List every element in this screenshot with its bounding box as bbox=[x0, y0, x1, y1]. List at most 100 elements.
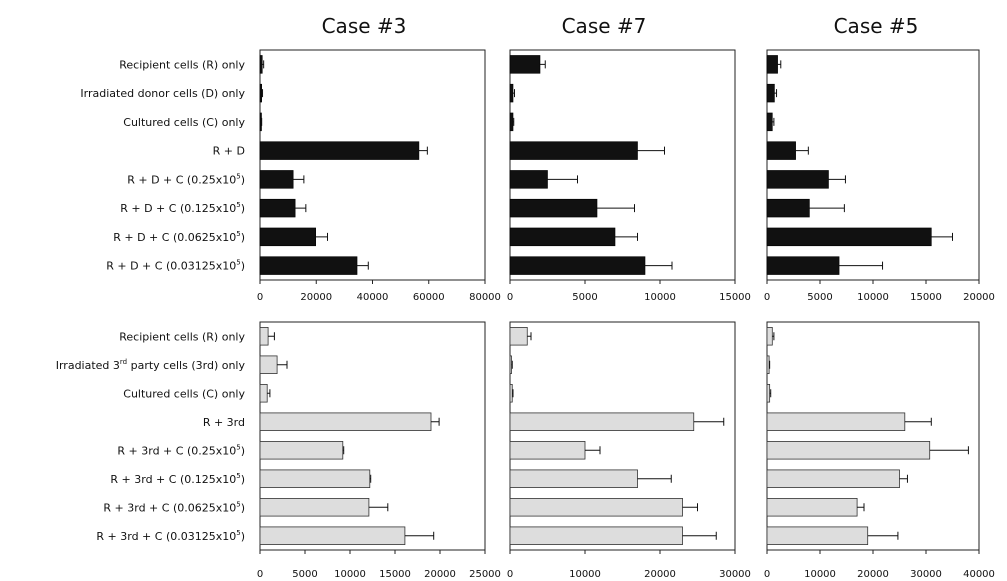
bar-1 bbox=[259, 327, 269, 346]
bar-2 bbox=[259, 355, 278, 374]
category-label-bottom-6: R + 3rd + C (0.125x105) bbox=[110, 472, 245, 486]
bar-8 bbox=[766, 526, 869, 545]
bar-2 bbox=[509, 355, 512, 374]
category-label-bottom-5: R + 3rd + C (0.25x105) bbox=[117, 443, 245, 457]
chart-panel-bottom-2: 0 10000 20000 30000 bbox=[507, 321, 751, 580]
bar-5 bbox=[509, 441, 586, 460]
category-label-bottom-3: Cultured cells (C) only bbox=[123, 387, 245, 400]
bar-5 bbox=[259, 170, 294, 189]
category-label-top-2: Irradiated donor cells (D) only bbox=[80, 87, 245, 100]
bar-4 bbox=[509, 412, 695, 431]
bar-6 bbox=[259, 469, 371, 488]
x-tick-label: 40000 bbox=[357, 292, 389, 303]
bar-8 bbox=[259, 256, 358, 275]
x-tick-label: 5000 bbox=[292, 569, 317, 580]
bar-7 bbox=[509, 498, 683, 517]
bar-2 bbox=[509, 83, 514, 103]
category-label-top-1: Recipient cells (R) only bbox=[119, 58, 245, 71]
x-tick-label: 15000 bbox=[719, 292, 751, 303]
bar-5 bbox=[509, 170, 548, 189]
bar-5 bbox=[259, 441, 344, 460]
x-tick-label: 10000 bbox=[804, 569, 836, 580]
category-label-top-6: R + D + C (0.125x105) bbox=[120, 201, 245, 215]
bar-1 bbox=[509, 55, 541, 74]
bar-7 bbox=[509, 227, 616, 247]
bar-7 bbox=[259, 498, 370, 517]
x-tick-label: 0 bbox=[764, 569, 770, 580]
bar-8 bbox=[259, 526, 406, 545]
x-tick-label: 15000 bbox=[910, 292, 942, 303]
bar-3 bbox=[766, 112, 773, 132]
x-tick-label: 0 bbox=[257, 569, 263, 580]
bar-1 bbox=[766, 327, 773, 346]
bar-7 bbox=[766, 498, 858, 517]
x-tick-label: 10000 bbox=[644, 292, 676, 303]
bar-1 bbox=[259, 55, 263, 74]
x-tick-label: 60000 bbox=[413, 292, 445, 303]
bar-1 bbox=[509, 327, 528, 346]
bar-2 bbox=[259, 83, 262, 103]
x-tick-label: 20000 bbox=[424, 569, 456, 580]
bar-3 bbox=[509, 112, 514, 132]
bar-2 bbox=[766, 83, 775, 103]
x-tick-label: 30000 bbox=[719, 569, 751, 580]
category-label-top-5: R + D + C (0.25x105) bbox=[127, 172, 245, 186]
x-tick-label: 0 bbox=[764, 292, 770, 303]
category-label-bottom-1: Recipient cells (R) only bbox=[119, 330, 245, 343]
bar-5 bbox=[766, 441, 931, 460]
x-tick-label: 10000 bbox=[857, 292, 889, 303]
bar-3 bbox=[766, 384, 771, 403]
x-tick-label: 5000 bbox=[807, 292, 832, 303]
bar-6 bbox=[509, 198, 598, 218]
category-label-bottom-8: R + 3rd + C (0.03125x105) bbox=[96, 529, 245, 543]
chart-panel-top-1: 0 20000 40000 60000 80000 bbox=[257, 49, 501, 303]
chart-panel-bottom-3: 0 10000 20000 30000 40000 bbox=[764, 321, 995, 580]
plot-frame bbox=[259, 321, 486, 551]
bar-4 bbox=[259, 412, 432, 431]
x-tick-label: 0 bbox=[507, 569, 513, 580]
x-tick-label: 20000 bbox=[857, 569, 889, 580]
category-label-top-3: Cultured cells (C) only bbox=[123, 116, 245, 129]
case-title-2: Case #7 bbox=[562, 14, 647, 38]
x-tick-label: 20000 bbox=[963, 292, 995, 303]
x-tick-label: 20000 bbox=[300, 292, 332, 303]
bar-7 bbox=[259, 227, 316, 247]
bar-7 bbox=[766, 227, 932, 247]
category-label-bottom-4: R + 3rd bbox=[203, 416, 245, 429]
chart-panel-top-3: 0 5000 10000 15000 20000 bbox=[764, 49, 995, 303]
case-title-3: Case #5 bbox=[834, 14, 919, 38]
bar-3 bbox=[509, 384, 513, 403]
plot-frame bbox=[509, 49, 736, 281]
bar-4 bbox=[766, 412, 906, 431]
x-tick-label: 0 bbox=[507, 292, 513, 303]
category-label-top-7: R + D + C (0.0625x105) bbox=[113, 230, 245, 244]
case-title-1: Case #3 bbox=[322, 14, 407, 38]
bar-6 bbox=[766, 469, 900, 488]
category-label-bottom-2: Irradiated 3rd party cells (3rd) only bbox=[56, 358, 246, 372]
chart-panel-top-2: 0 5000 10000 15000 bbox=[507, 49, 751, 303]
x-tick-label: 25000 bbox=[469, 569, 501, 580]
bar-3 bbox=[259, 384, 268, 403]
x-tick-label: 5000 bbox=[572, 292, 597, 303]
x-tick-label: 0 bbox=[257, 292, 263, 303]
plot-frame bbox=[509, 321, 736, 551]
x-tick-label: 10000 bbox=[334, 569, 366, 580]
bar-5 bbox=[766, 170, 829, 189]
bar-1 bbox=[766, 55, 778, 74]
x-tick-label: 10000 bbox=[569, 569, 601, 580]
bar-2 bbox=[766, 355, 770, 374]
x-tick-label: 30000 bbox=[910, 569, 942, 580]
bar-8 bbox=[509, 256, 646, 275]
category-label-top-4: R + D bbox=[213, 145, 245, 158]
chart-panel-bottom-1: 0 5000 10000 15000 20000 25000 bbox=[257, 321, 501, 580]
bar-6 bbox=[766, 198, 810, 218]
category-label-top-8: R + D + C (0.03125x105) bbox=[106, 259, 245, 273]
bar-4 bbox=[766, 141, 796, 160]
category-label-bottom-7: R + 3rd + C (0.0625x105) bbox=[103, 500, 245, 514]
bar-4 bbox=[259, 141, 420, 160]
bar-4 bbox=[509, 141, 638, 160]
x-tick-label: 80000 bbox=[469, 292, 501, 303]
x-tick-label: 20000 bbox=[644, 569, 676, 580]
x-tick-label: 40000 bbox=[963, 569, 995, 580]
